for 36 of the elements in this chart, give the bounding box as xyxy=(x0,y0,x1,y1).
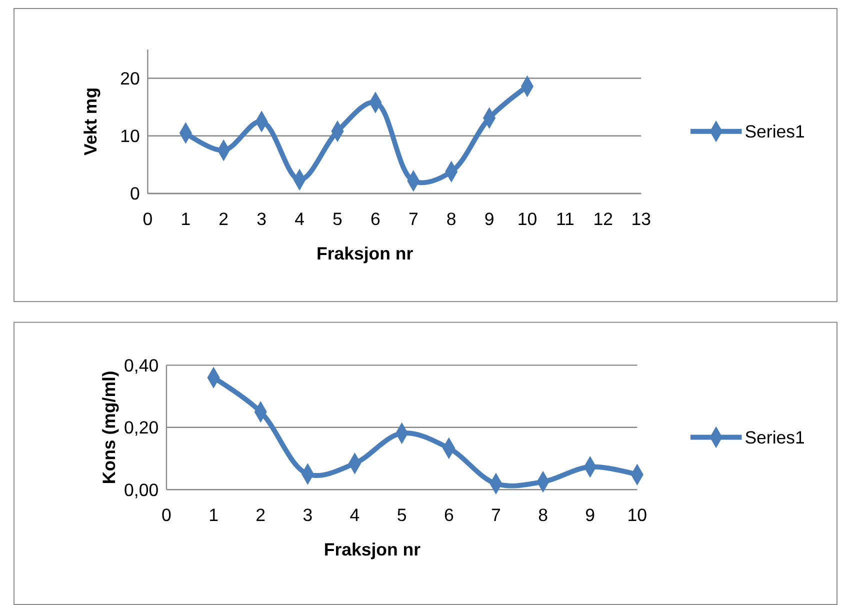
x-tick-label: 4 xyxy=(294,209,305,230)
x-tick-label: 1 xyxy=(208,505,218,526)
x-tick-label: 0 xyxy=(162,505,172,526)
legend-label: Series1 xyxy=(744,122,805,142)
x-tick-label: 4 xyxy=(350,505,360,526)
x-tick-label: 7 xyxy=(408,209,418,230)
x-tick-label: 8 xyxy=(538,505,548,526)
y-tick-label: 0,40 xyxy=(124,355,159,376)
y-tick-label: 0,20 xyxy=(124,418,159,438)
y-tick-label: 20 xyxy=(120,68,140,88)
x-tick-label: 6 xyxy=(444,505,454,526)
x-tick-label: 13 xyxy=(631,209,652,230)
legend-label: Series1 xyxy=(744,427,805,448)
x-tick-label: 3 xyxy=(256,209,267,230)
x-tick-label: 10 xyxy=(517,209,538,230)
x-tick-label: 2 xyxy=(218,209,229,230)
x-tick-label: 9 xyxy=(585,505,596,526)
x-tick-label: 3 xyxy=(302,505,313,526)
x-tick-label: 12 xyxy=(593,209,614,230)
x-tick-label: 5 xyxy=(332,209,343,230)
y-tick-label: 0 xyxy=(130,184,140,204)
x-tick-label: 2 xyxy=(256,505,266,526)
x-tick-label: 9 xyxy=(484,209,494,230)
x-tick-label: 11 xyxy=(556,209,574,230)
x-tick-label: 6 xyxy=(370,209,381,230)
x-axis-title: Fraksjon nr xyxy=(316,244,414,264)
y-tick-label: 10 xyxy=(120,126,140,146)
x-tick-label: 5 xyxy=(396,505,407,526)
y-axis-title: Kons (mg/ml) xyxy=(99,370,120,484)
x-tick-label: 10 xyxy=(627,505,648,526)
x-tick-label: 8 xyxy=(446,209,456,230)
x-axis-title: Fraksjon nr xyxy=(324,540,421,560)
x-tick-label: 7 xyxy=(491,505,501,526)
y-axis-title: Vekt mg xyxy=(80,87,100,156)
x-tick-label: 1 xyxy=(180,209,191,230)
y-tick-label: 0,00 xyxy=(124,480,159,500)
